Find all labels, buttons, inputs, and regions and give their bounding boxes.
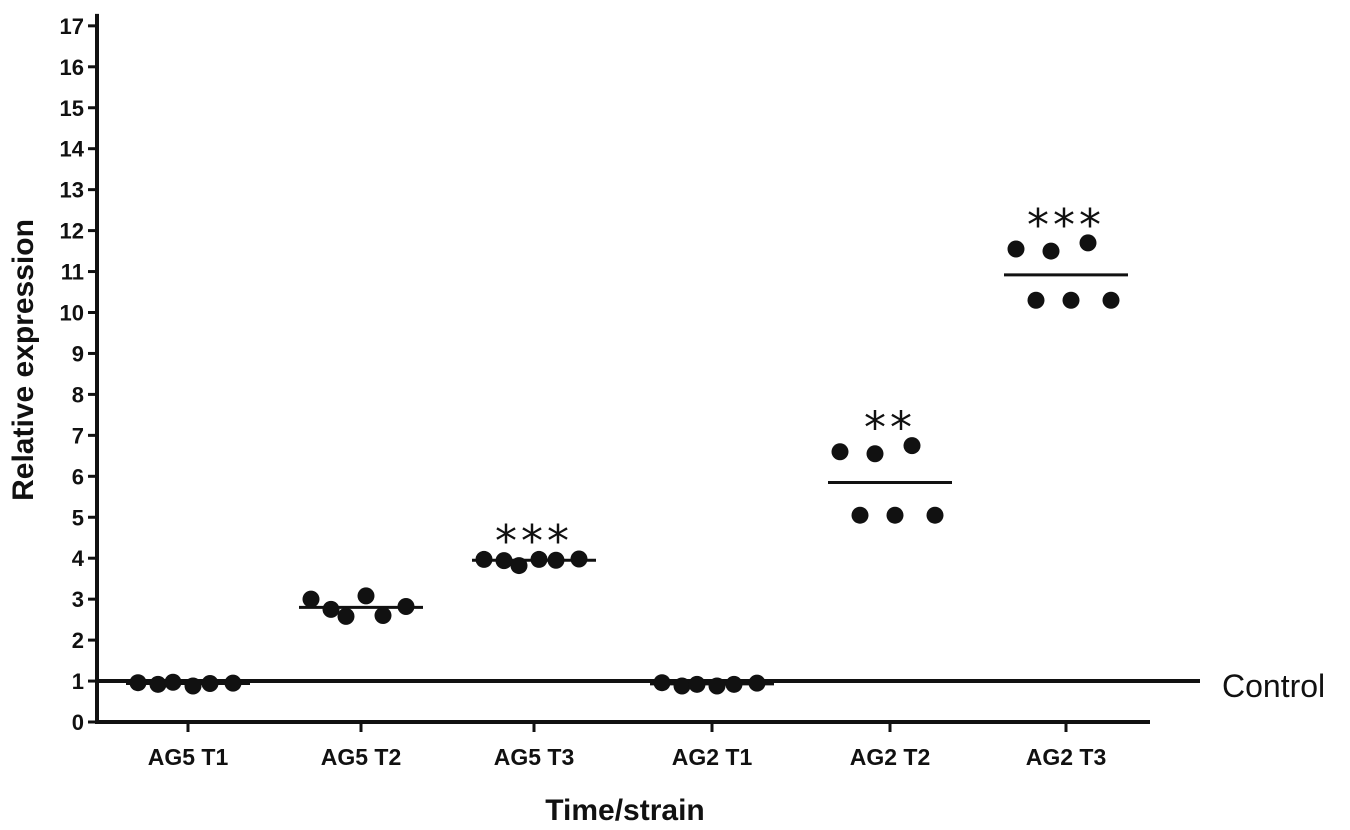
- data-point: [866, 445, 884, 463]
- data-point: [374, 607, 392, 625]
- y-tick-label: 16: [60, 55, 84, 80]
- data-point: [337, 607, 355, 625]
- y-tick-label: 3: [72, 587, 84, 612]
- data-group: [126, 673, 250, 695]
- y-tick-label: 8: [72, 382, 84, 407]
- data-point: [1027, 291, 1045, 309]
- data-point: [903, 437, 921, 455]
- x-tick-label: AG2 T2: [850, 744, 931, 770]
- x-tick-label: AG5 T1: [148, 744, 229, 770]
- data-point: [495, 552, 513, 570]
- y-tick-label: 17: [60, 14, 84, 39]
- y-tick-label: 7: [72, 423, 84, 448]
- x-tick-label: AG2 T1: [672, 744, 753, 770]
- y-tick-label: 0: [72, 710, 84, 735]
- data-point: [475, 550, 493, 568]
- y-tick-label: 1: [72, 669, 84, 694]
- data-point: [570, 550, 588, 568]
- y-tick-label: 15: [60, 96, 84, 121]
- data-point: [748, 674, 766, 692]
- control-label: Control: [1222, 668, 1325, 704]
- data-point: [302, 590, 320, 608]
- data-point: [184, 677, 202, 695]
- x-axis-title: Time/strain: [545, 794, 705, 827]
- data-point: [653, 674, 671, 692]
- x-category-labels: AG5 T1 AG5 T2 AG5 T3 AG2 T1 AG2 T2 AG2 T3: [148, 722, 1107, 770]
- data-point: [397, 598, 415, 616]
- data-point: [725, 675, 743, 693]
- data-group: ***: [472, 516, 596, 575]
- x-tick-label: AG5 T3: [494, 744, 575, 770]
- data-point: [708, 677, 726, 695]
- y-tick-label: 13: [60, 178, 84, 203]
- data-point: [149, 675, 167, 693]
- y-tick-label: 12: [60, 219, 84, 244]
- data-group: ***: [1004, 200, 1128, 309]
- x-tick-label: AG2 T3: [1026, 744, 1107, 770]
- data-group: [299, 587, 423, 625]
- axes: [95, 13, 1150, 724]
- data-point: [357, 587, 375, 605]
- data-point: [851, 506, 869, 524]
- data-group: [650, 674, 774, 695]
- y-tick-label: 6: [72, 464, 84, 489]
- data-point: [926, 506, 944, 524]
- y-tick-label: 4: [72, 546, 85, 571]
- y-tick-label: 14: [60, 137, 85, 162]
- data-point: [1079, 234, 1097, 252]
- significance-label: **: [864, 403, 916, 454]
- data-point: [1007, 240, 1025, 258]
- data-point: [322, 600, 340, 618]
- y-tick-label: 11: [61, 260, 84, 285]
- y-tick-label: 2: [72, 628, 84, 653]
- data-point: [1102, 291, 1120, 309]
- significance-label: ***: [495, 516, 573, 567]
- data-point: [831, 443, 849, 461]
- data-point: [1042, 242, 1060, 260]
- plot-area: ********: [95, 200, 1200, 695]
- y-tick-label: 5: [72, 505, 84, 530]
- data-group: **: [828, 403, 952, 524]
- significance-label: ***: [1027, 200, 1105, 251]
- data-point: [530, 550, 548, 568]
- data-point: [201, 675, 219, 693]
- data-point: [1062, 291, 1080, 309]
- data-point: [129, 674, 147, 692]
- data-point: [547, 551, 565, 569]
- y-axis-title: Relative expression: [7, 219, 40, 501]
- data-point: [224, 674, 242, 692]
- data-point: [510, 557, 528, 575]
- data-point: [164, 673, 182, 691]
- data-point: [673, 677, 691, 695]
- data-point: [688, 675, 706, 693]
- data-point: [886, 506, 904, 524]
- y-tick-label: 10: [60, 301, 84, 326]
- y-tick-label: 9: [72, 341, 84, 366]
- x-tick-label: AG5 T2: [321, 744, 402, 770]
